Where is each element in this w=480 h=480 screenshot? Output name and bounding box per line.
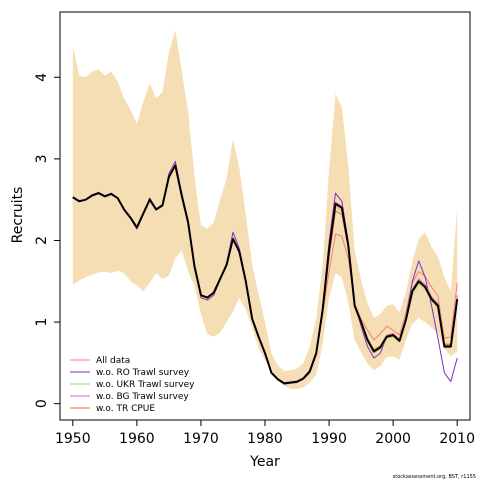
x-tick-label: 2000 (375, 431, 411, 447)
legend-label: w.o. BG Trawl survey (96, 392, 189, 402)
x-tick-label: 1980 (247, 431, 283, 447)
y-axis: 0 1 2 3 4 (34, 73, 61, 408)
confidence-band (72, 29, 458, 389)
y-tick-label: 3 (34, 154, 50, 163)
y-axis-title: Recruits (10, 187, 26, 244)
legend: All data w.o. RO Trawl survey w.o. UKR Tra… (70, 356, 195, 414)
x-axis-title: Year (249, 454, 280, 470)
x-axis: 1950 1960 1970 1980 1990 2000 2010 (55, 419, 475, 447)
x-tick-label: 2010 (439, 431, 475, 447)
legend-label: w.o. RO Trawl survey (96, 368, 190, 378)
legend-label: w.o. UKR Trawl survey (96, 380, 195, 390)
y-tick-label: 1 (34, 318, 50, 327)
x-tick-label: 1990 (311, 431, 347, 447)
y-tick-label: 4 (34, 73, 50, 82)
x-tick-label: 1960 (119, 431, 155, 447)
legend-label: w.o. TR CPUE (96, 404, 155, 414)
confidence-band-layer (72, 29, 458, 389)
legend-label: All data (96, 356, 130, 366)
series-line-base (72, 164, 459, 385)
y-tick-label: 2 (34, 236, 50, 245)
x-tick-label: 1950 (55, 431, 91, 447)
series-layer (72, 160, 459, 385)
footnote: stockassessment.org, BST, r1155 (393, 474, 476, 480)
y-tick-label: 0 (34, 399, 50, 408)
x-tick-label: 1970 (183, 431, 219, 447)
